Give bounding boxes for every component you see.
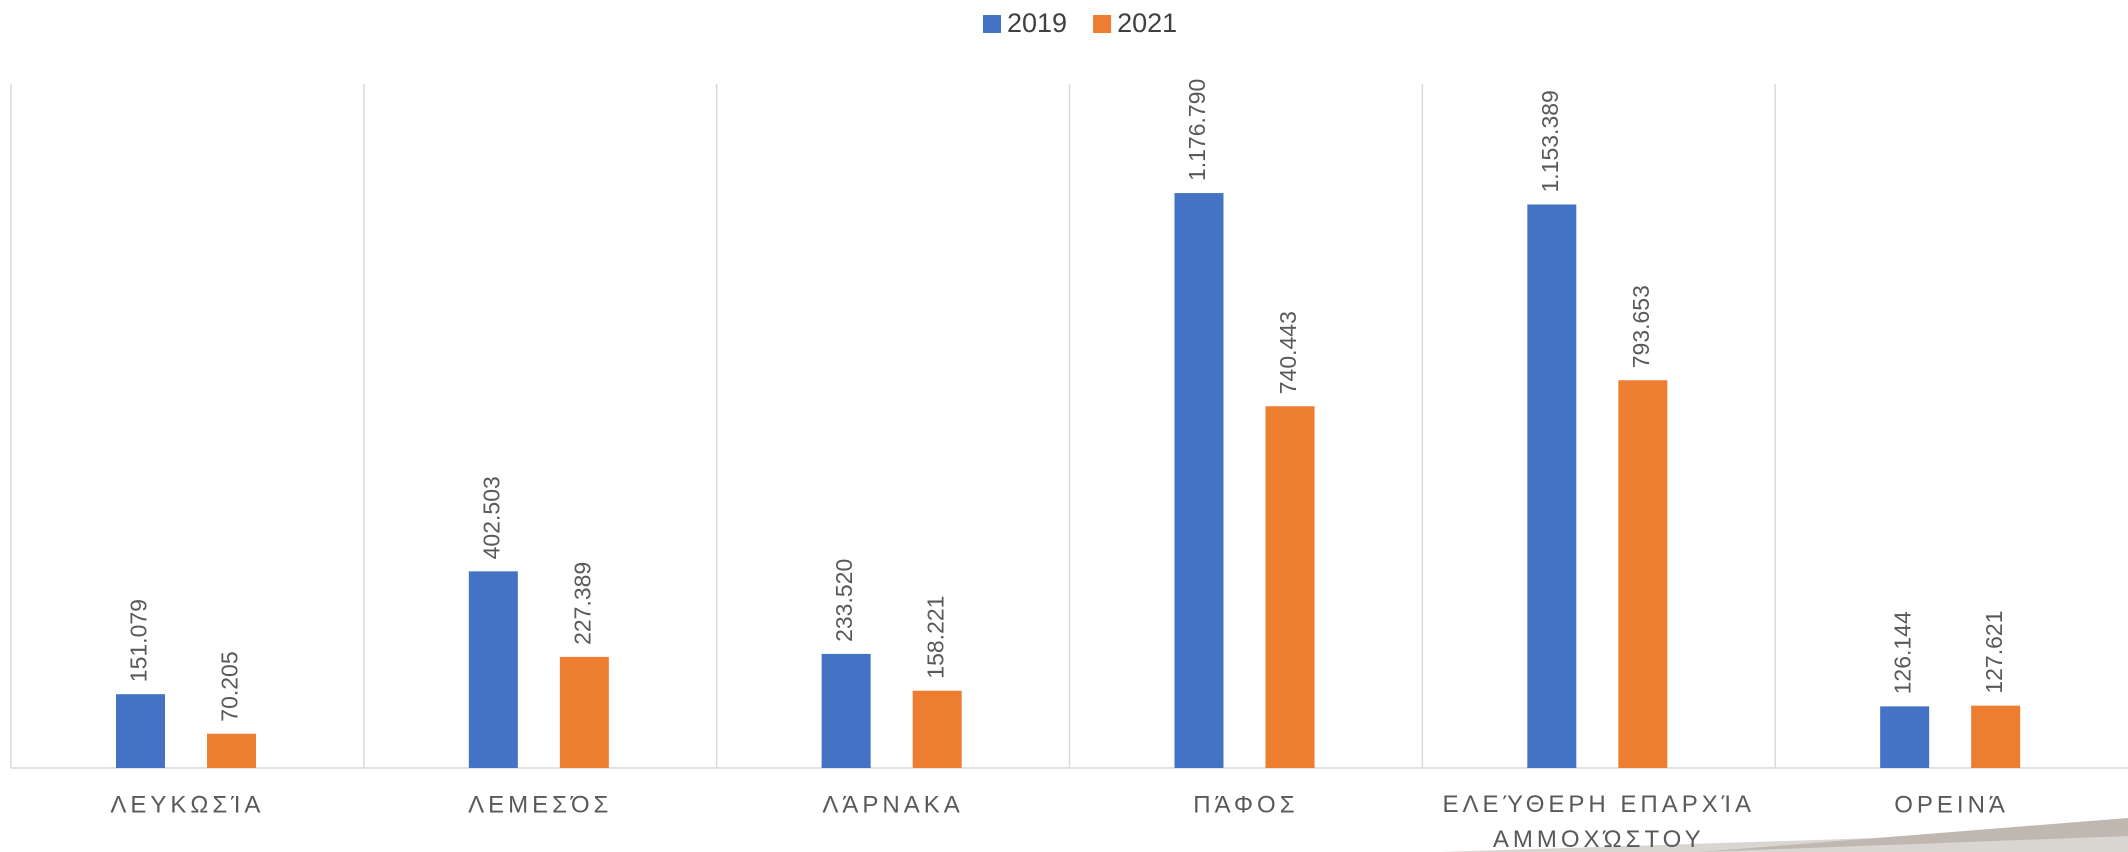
x-tick-label: ΕΛΕΎΘΕΡΗ ΕΠΑΡΧΊΑ ΑΜΜΟΧΏΣΤΟΥ — [1443, 791, 1756, 852]
bar — [115, 694, 165, 768]
data-label: 126.144 — [1890, 611, 1916, 694]
x-tick-label: ΛΕΥΚΩΣΊΑ — [110, 791, 264, 818]
legend-swatch — [1093, 15, 1112, 33]
legend-swatch — [983, 15, 1001, 33]
data-label: 70.205 — [217, 651, 243, 721]
data-label: 227.389 — [569, 562, 595, 645]
bar — [559, 656, 609, 768]
legend-label: 2019 — [1007, 8, 1067, 38]
data-label: 1.153.389 — [1537, 90, 1563, 192]
data-label: 793.653 — [1628, 285, 1654, 368]
bar — [912, 690, 962, 768]
data-label: 1.176.790 — [1184, 79, 1210, 181]
bar — [207, 733, 257, 768]
data-label: 402.503 — [478, 476, 504, 559]
data-label: 158.221 — [922, 596, 948, 679]
bar — [821, 653, 871, 768]
decoration — [1700, 818, 2128, 852]
data-label: 740.443 — [1275, 311, 1301, 394]
bar — [1618, 380, 1668, 768]
x-tick-label: ΛΆΡΝΑΚΑ — [822, 791, 963, 818]
data-label: 127.621 — [1981, 611, 2007, 694]
x-tick-label: ΠΆΦΟΣ — [1193, 791, 1298, 818]
bar — [468, 571, 518, 768]
data-label: 151.079 — [126, 599, 152, 682]
bar — [1265, 406, 1315, 768]
legend: 2019 2021 — [983, 8, 1177, 38]
bar — [1174, 193, 1224, 769]
legend-label: 2021 — [1117, 8, 1177, 38]
x-tick-label: ΛΕΜΕΣΌΣ — [468, 791, 612, 818]
bar — [1527, 204, 1577, 769]
bar — [1971, 705, 2021, 768]
x-tick-label: ΟΡΕΙΝΆ — [1894, 791, 2009, 818]
bar — [1880, 706, 1930, 768]
data-label: 233.520 — [831, 559, 857, 642]
